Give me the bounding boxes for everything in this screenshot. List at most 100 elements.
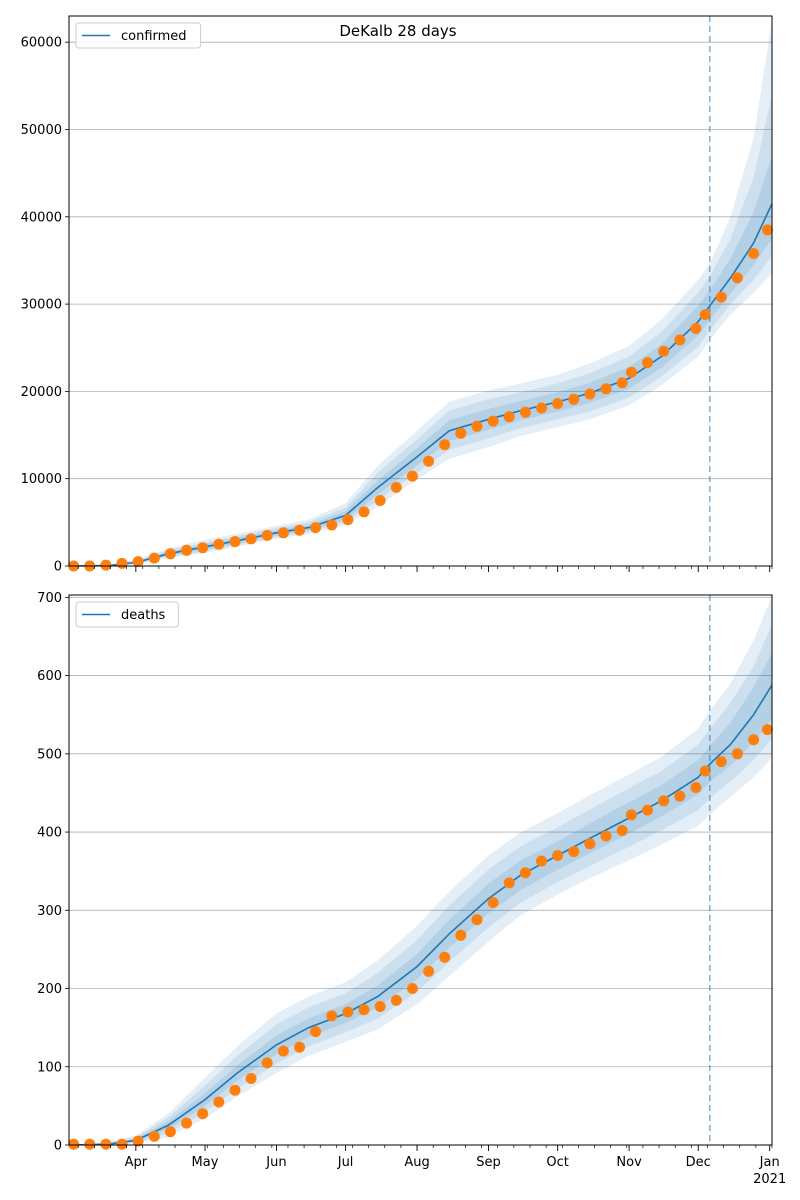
observed-point: [552, 398, 564, 410]
observed-point: [342, 1006, 354, 1018]
observed-point: [748, 734, 760, 746]
observed-point: [229, 536, 241, 548]
observed-point: [132, 556, 144, 568]
observed-point: [690, 782, 702, 793]
y-tick-label: 600: [37, 669, 62, 684]
observed-point: [197, 1108, 209, 1120]
y-tick-label: 60000: [21, 36, 62, 51]
x-tick-label: Apr: [125, 1155, 148, 1170]
observed-point: [229, 1084, 241, 1096]
observed-point: [326, 519, 338, 531]
observed-point: [455, 929, 467, 941]
observed-point: [164, 548, 176, 560]
observed-point: [674, 790, 686, 802]
observed-point: [358, 506, 370, 518]
observed-point: [390, 481, 402, 493]
observed-point: [213, 538, 225, 550]
observed-point: [471, 914, 483, 926]
observed-point: [116, 1138, 128, 1150]
y-tick-label: 400: [37, 826, 62, 841]
y-tick-label: 50000: [21, 123, 62, 138]
observed-point: [245, 533, 257, 545]
observed-point: [326, 1010, 338, 1022]
observed-point: [568, 846, 580, 858]
observed-point: [625, 366, 637, 378]
observed-point: [390, 994, 402, 1006]
observed-point: [690, 323, 702, 334]
observed-point: [342, 514, 354, 526]
x-tick-label: Oct: [546, 1155, 568, 1170]
observed-point: [642, 357, 653, 369]
y-tick-label: 300: [37, 904, 62, 919]
observed-point: [519, 867, 531, 879]
y-tick-label: 500: [37, 747, 62, 762]
y-tick-label: 20000: [21, 385, 62, 400]
observed-point: [310, 522, 322, 534]
observed-point: [277, 1045, 289, 1057]
legend: deaths: [75, 601, 179, 628]
legend-label: confirmed: [121, 29, 187, 44]
observed-point: [471, 420, 483, 432]
observed-point: [439, 439, 451, 451]
observed-point: [132, 1135, 144, 1147]
observed-point: [731, 272, 743, 284]
x-tick-label: Dec: [686, 1155, 711, 1170]
observed-point: [406, 470, 418, 482]
observed-point: [374, 495, 386, 506]
observed-point: [761, 224, 773, 236]
observed-point: [148, 552, 160, 564]
y-tick-label: 30000: [21, 298, 62, 313]
legend-box: [75, 601, 179, 628]
confirmed-panel: 0 10000 20000 30000 40000 50000 60000 confirmed: [21, 15, 773, 575]
observed-point: [625, 809, 637, 821]
observed-point: [100, 559, 112, 571]
observed-point: [731, 748, 743, 760]
legend-box: [75, 22, 202, 49]
observed-point: [761, 724, 773, 736]
observed-point: [503, 877, 515, 889]
observed-point: [503, 411, 515, 423]
observed-point: [423, 455, 435, 467]
observed-point: [568, 393, 580, 405]
observed-point: [715, 291, 727, 303]
y-tick-label: 0: [54, 1139, 62, 1154]
observed-point: [294, 524, 305, 536]
x-tick-label: Aug: [404, 1155, 429, 1170]
deaths-panel: 0 100 200 300 400 500 600 700 Apr May Jun Jul Aug Sep…: [37, 591, 786, 1187]
x-tick-label: Jan: [759, 1155, 780, 1170]
x-tick-label: Nov: [616, 1155, 642, 1170]
observed-point: [487, 897, 499, 908]
observed-point: [164, 1126, 176, 1138]
observed-point: [181, 544, 193, 556]
x-year-label: 2021: [753, 1172, 786, 1187]
observed-point: [358, 1004, 370, 1016]
observed-point: [277, 527, 289, 539]
observed-point: [148, 1130, 160, 1142]
observed-point: [748, 248, 760, 259]
observed-point: [699, 309, 711, 321]
observed-point: [310, 1026, 322, 1038]
observed-point: [116, 557, 128, 569]
observed-point: [439, 951, 451, 963]
observed-point: [600, 830, 612, 842]
y-tick-label: 700: [37, 591, 62, 606]
observed-point: [584, 838, 596, 850]
observed-point: [213, 1096, 225, 1108]
observed-point: [181, 1117, 193, 1129]
observed-point: [642, 804, 653, 816]
observed-point: [699, 765, 711, 777]
uncertainty-band-outer: [69, 20, 772, 566]
observed-point: [674, 334, 686, 346]
observed-point: [423, 965, 435, 977]
x-tick-label: May: [192, 1155, 219, 1170]
y-tick-label: 0: [54, 560, 62, 575]
x-tick-label: Sep: [476, 1155, 501, 1170]
y-tick-label: 10000: [21, 472, 62, 487]
y-tick-label: 40000: [21, 210, 62, 225]
x-tick-label: Jul: [337, 1155, 354, 1170]
observed-point: [519, 406, 531, 418]
observed-point: [487, 415, 499, 427]
axes-frame: [68, 15, 773, 567]
y-tick-label: 100: [37, 1060, 62, 1075]
